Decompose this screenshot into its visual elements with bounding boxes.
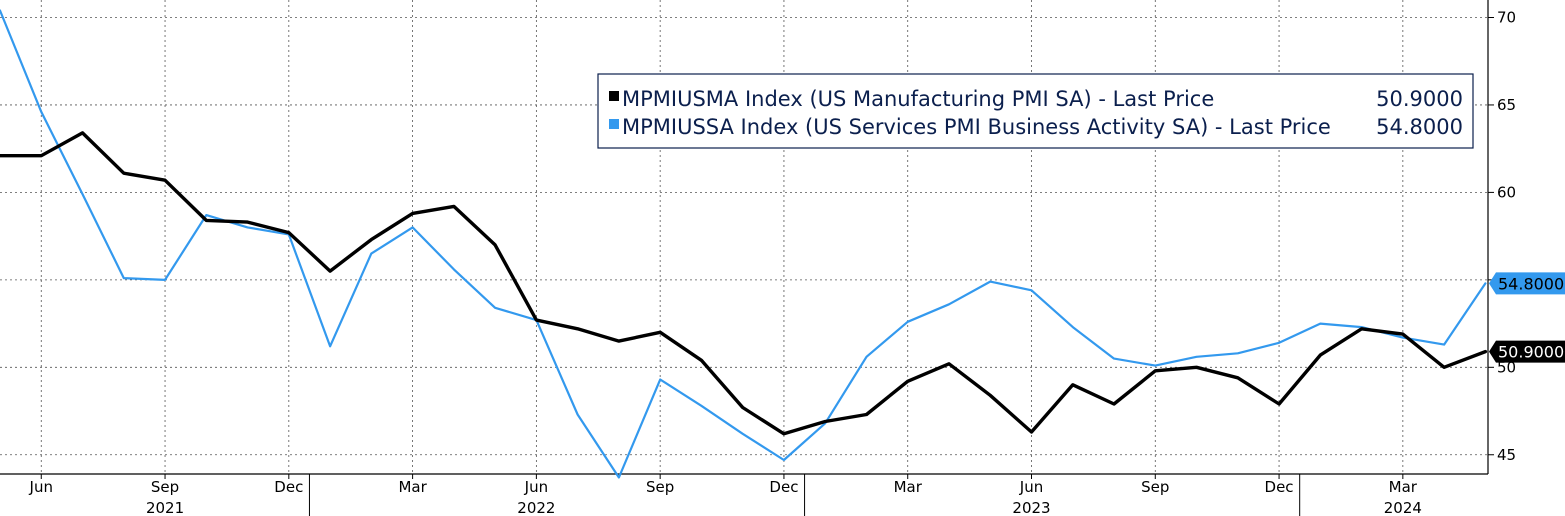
last-value-tag-services: 54.8000 [1489, 272, 1565, 295]
last-value-tags: 54.8000 50.9000 [1489, 272, 1565, 363]
grid [0, 0, 1488, 474]
y-tick-label: 50 [1497, 358, 1516, 376]
x-tick-label: Jun [524, 478, 548, 496]
x-tick-label: Mar [894, 478, 923, 496]
tag-shape [1489, 272, 1565, 295]
tag-value: 54.8000 [1498, 274, 1564, 293]
legend-box [597, 73, 1474, 149]
x-tick-label: Jun [1019, 478, 1043, 496]
y-tick-label: 70 [1497, 8, 1516, 26]
legend-swatch-services [609, 119, 619, 129]
series-line-services [0, 9, 1487, 479]
legend-swatch-manufacturing [609, 91, 619, 101]
series-line-manufacturing [0, 131, 1488, 436]
x-tick-label: Dec [1265, 478, 1294, 496]
series-lines [0, 9, 1488, 479]
y-tick-label: 60 [1497, 183, 1516, 201]
y-tick-label: 45 [1497, 446, 1516, 464]
legend-label-manufacturing: MPMIUSMA Index (US Manufacturing PMI SA)… [622, 87, 1214, 111]
last-value-tag-manufacturing: 50.9000 [1489, 340, 1565, 363]
x-tick-label: Dec [274, 478, 303, 496]
axes: 45 50 60 65 70 Jun Sep Dec Mar Jun Sep Dec Mar Jun Sep… [0, 0, 1516, 516]
x-year-label: 2023 [1012, 499, 1050, 516]
tag-shape [1489, 340, 1565, 363]
legend-value-manufacturing: 50.9000 [1376, 87, 1463, 111]
x-tick-label: Mar [398, 478, 427, 496]
x-year-label: 2024 [1384, 499, 1422, 516]
x-tick-label: Sep [1141, 478, 1169, 496]
y-tick-label: 65 [1497, 96, 1516, 114]
x-year-label: 2021 [146, 499, 184, 516]
x-tick-label: Sep [646, 478, 674, 496]
x-tick-label: Mar [1389, 478, 1418, 496]
x-tick-label: Sep [151, 478, 179, 496]
legend-value-services: 54.8000 [1376, 115, 1463, 139]
legend-label-services: MPMIUSSA Index (US Services PMI Business… [622, 115, 1331, 139]
legend: MPMIUSMA Index (US Manufacturing PMI SA)… [597, 73, 1474, 149]
x-tick-label: Jun [29, 478, 53, 496]
x-year-label: 2022 [517, 499, 555, 516]
x-tick-label: Dec [769, 478, 798, 496]
tag-value: 50.9000 [1498, 343, 1564, 362]
